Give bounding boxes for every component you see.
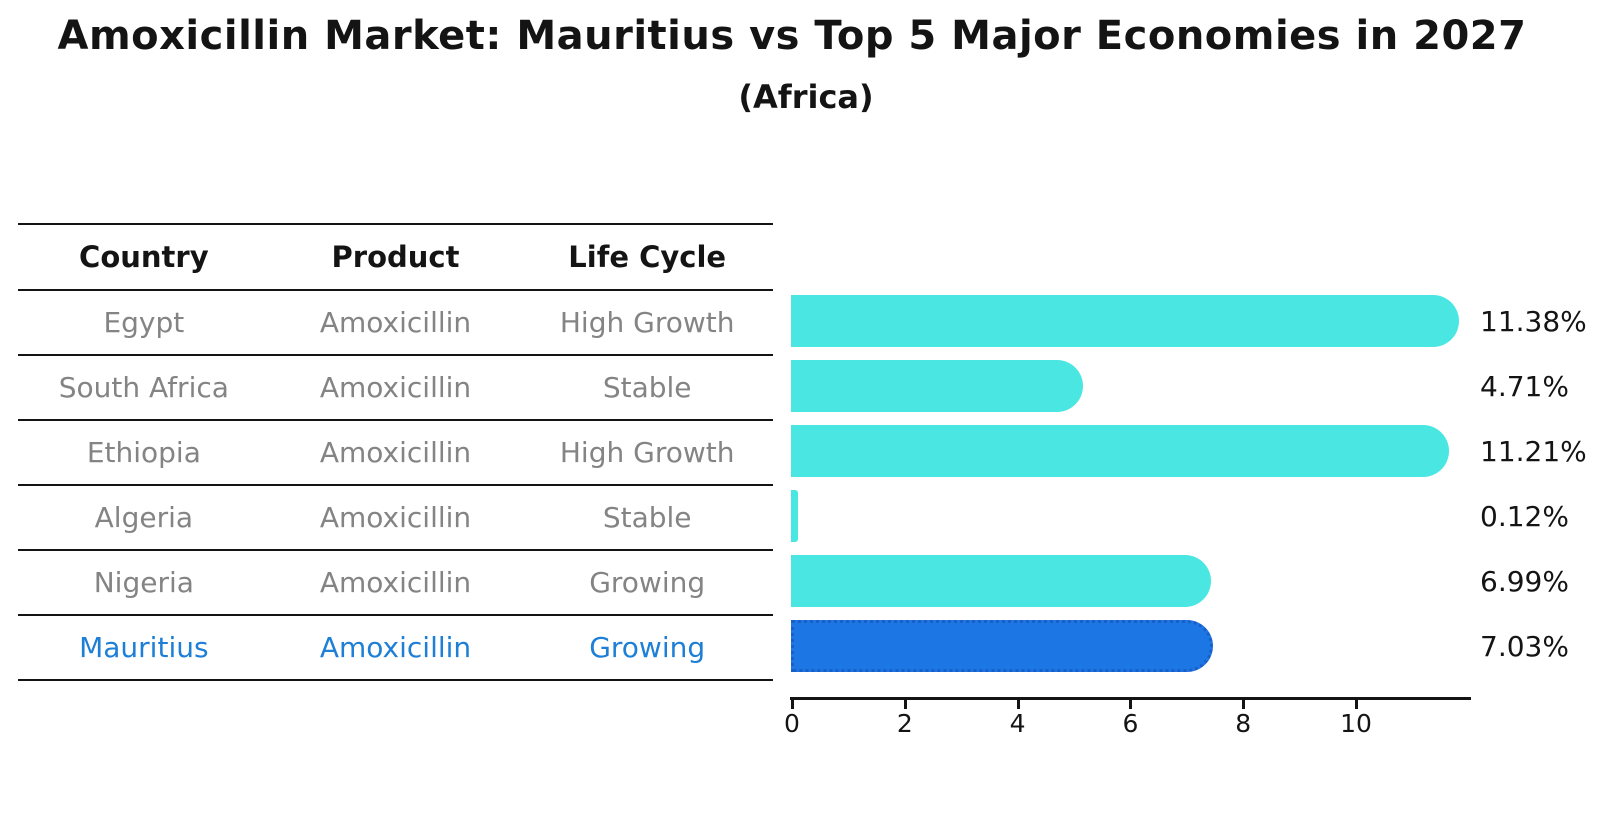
- x-tick-mark: [903, 700, 907, 709]
- x-tick-mark: [791, 700, 794, 709]
- x-tick-label: 4: [1009, 709, 1026, 738]
- x-tick-label: 6: [1122, 709, 1139, 738]
- country-cell: Mauritius: [79, 630, 209, 664]
- table-row: Ethiopia Amoxicillin High Growth: [18, 419, 773, 484]
- bar-nigeria: [791, 555, 1211, 607]
- bar-algeria: [791, 490, 798, 542]
- table-row: Nigeria Amoxicillin Growing: [18, 549, 773, 614]
- x-tick-mark: [1129, 700, 1133, 709]
- life-cycle-cell: High Growth: [559, 435, 735, 469]
- data-table: Country Product Life Cycle Egypt Amoxicillin…: [18, 223, 773, 681]
- product-cell: Amoxicillin: [319, 370, 472, 404]
- bar-egypt: [791, 295, 1459, 347]
- table-header-life-cycle: Life Cycle: [568, 240, 727, 274]
- life-cycle-cell: Stable: [602, 370, 692, 404]
- x-tick-mark: [1242, 700, 1246, 709]
- table-header-product: Product: [331, 240, 460, 274]
- x-tick-mark: [1355, 700, 1358, 709]
- table-row: Mauritius Amoxicillin Growing: [18, 614, 773, 679]
- bar-value-label: 7.03%: [1480, 630, 1569, 663]
- product-cell: Amoxicillin: [319, 435, 472, 469]
- x-axis-line: [790, 697, 1471, 700]
- life-cycle-cell: Stable: [602, 500, 692, 534]
- bar-value-label: 11.38%: [1480, 305, 1587, 338]
- product-cell: Amoxicillin: [319, 500, 472, 534]
- table-row: Algeria Amoxicillin Stable: [18, 484, 773, 549]
- x-tick-mark: [1016, 700, 1020, 709]
- table-row: Egypt Amoxicillin High Growth: [18, 289, 773, 354]
- x-tick-label: 0: [784, 709, 800, 738]
- product-cell: Amoxicillin: [319, 565, 472, 599]
- life-cycle-cell: Growing: [589, 630, 706, 664]
- chart-subtitle: (Africa): [738, 78, 874, 116]
- x-tick-label: 8: [1235, 709, 1252, 738]
- bar-value-label: 4.71%: [1480, 370, 1569, 403]
- product-cell: Amoxicillin: [319, 630, 472, 664]
- country-cell: Egypt: [103, 305, 185, 339]
- bar-ethiopia: [791, 425, 1449, 477]
- chart-title: Amoxicillin Market: Mauritius vs Top 5 M…: [57, 13, 1527, 59]
- country-cell: Algeria: [94, 500, 194, 534]
- bar-value-label: 6.99%: [1480, 565, 1569, 598]
- table-header-row: Country Product Life Cycle: [18, 223, 773, 289]
- x-tick-label: 10: [1340, 709, 1372, 738]
- country-cell: South Africa: [58, 370, 229, 404]
- bar-south-africa: [791, 360, 1083, 412]
- life-cycle-cell: High Growth: [559, 305, 735, 339]
- product-cell: Amoxicillin: [319, 305, 472, 339]
- bar-value-label: 0.12%: [1480, 500, 1569, 533]
- bar-mauritius: [791, 620, 1213, 672]
- bar-value-label: 11.21%: [1480, 435, 1587, 468]
- x-tick-label: 2: [896, 709, 913, 738]
- table-row: South Africa Amoxicillin Stable: [18, 354, 773, 419]
- life-cycle-cell: Growing: [589, 565, 706, 599]
- table-header-country: Country: [79, 240, 209, 274]
- country-cell: Nigeria: [93, 565, 194, 599]
- country-cell: Ethiopia: [86, 435, 201, 469]
